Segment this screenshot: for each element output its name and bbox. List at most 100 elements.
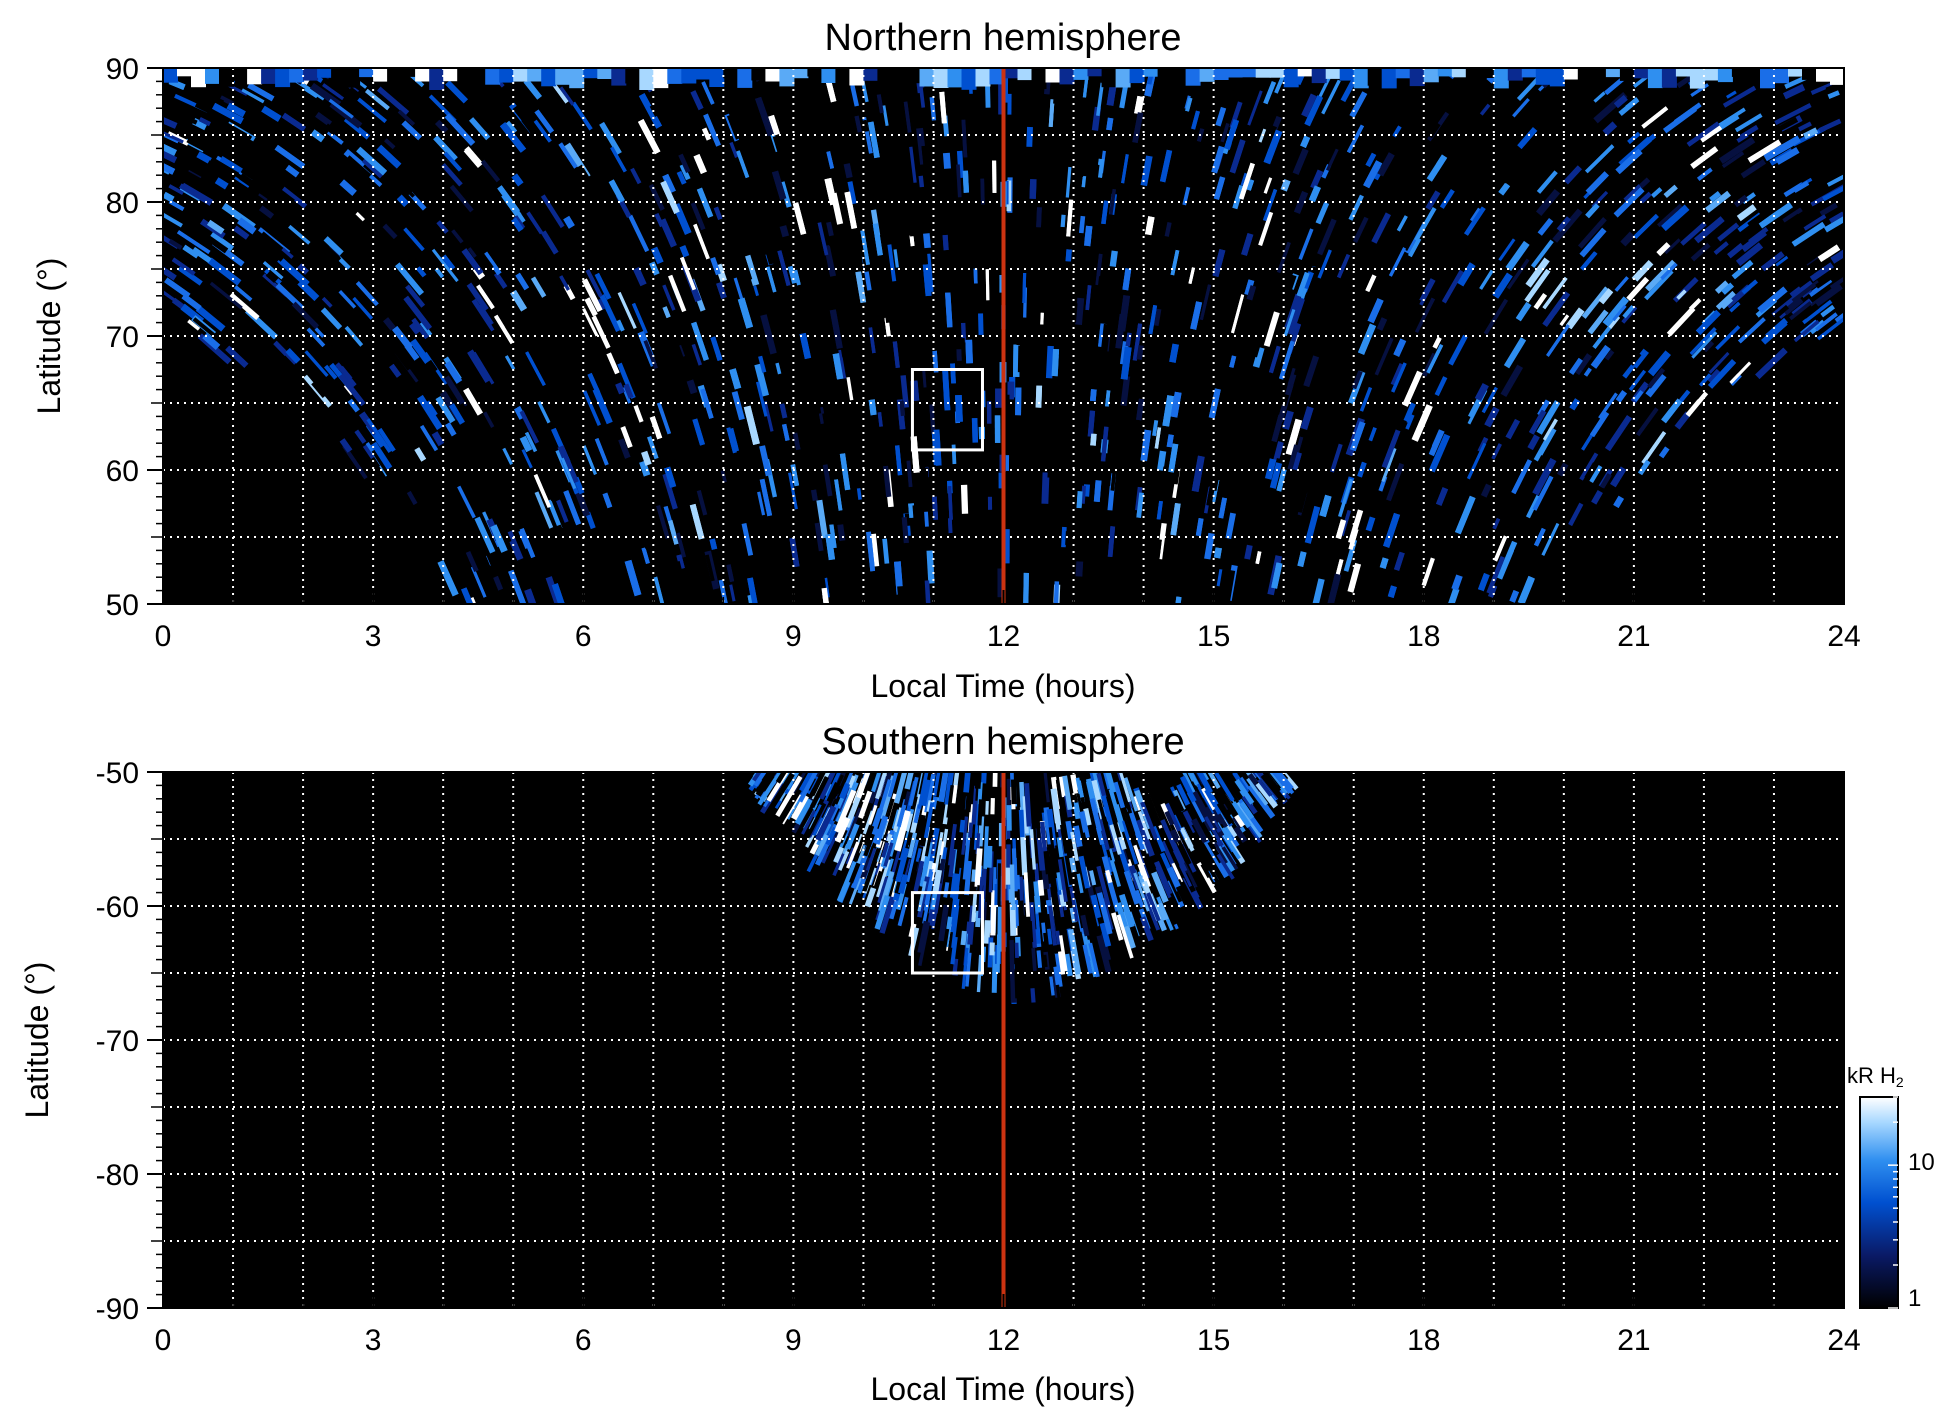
emission-streak bbox=[1006, 805, 1012, 831]
emission-streak bbox=[1166, 866, 1181, 888]
emission-streak bbox=[452, 439, 462, 451]
emission-streak bbox=[1105, 214, 1115, 236]
emission-streak bbox=[1762, 235, 1792, 259]
emission-streak bbox=[519, 435, 533, 453]
emission-streak bbox=[1048, 827, 1056, 862]
emission-streak bbox=[515, 272, 530, 291]
emission-streak bbox=[989, 68, 1005, 85]
emission-streak bbox=[1053, 581, 1060, 604]
emission-streak bbox=[897, 244, 908, 272]
emission-streak bbox=[1100, 838, 1114, 873]
emission-streak bbox=[537, 401, 551, 424]
emission-streak bbox=[584, 297, 598, 317]
emission-streak bbox=[845, 823, 860, 850]
south-axes: 0 3 6 9 12 15 18 21 24-50-60-70-80-90 bbox=[96, 757, 1861, 1357]
colorbar-gradient bbox=[1859, 1096, 1899, 1309]
emission-streak bbox=[356, 88, 375, 105]
emission-streak bbox=[963, 772, 973, 793]
emission-streak bbox=[996, 934, 1001, 973]
emission-streak bbox=[1051, 348, 1060, 377]
emission-streak bbox=[1604, 76, 1626, 95]
emission-streak bbox=[1721, 282, 1734, 295]
emission-streak bbox=[1319, 494, 1332, 518]
emission-streak bbox=[444, 113, 476, 147]
emission-streak bbox=[173, 176, 185, 185]
emission-streak bbox=[1269, 68, 1285, 78]
emission-streak bbox=[1479, 103, 1491, 116]
emission-streak bbox=[1080, 485, 1087, 504]
emission-streak bbox=[709, 538, 718, 550]
emission-streak bbox=[1642, 133, 1657, 146]
emission-streak bbox=[1584, 462, 1596, 479]
emission-streak bbox=[435, 396, 456, 424]
emission-streak bbox=[1118, 780, 1133, 814]
emission-streak bbox=[1263, 81, 1277, 105]
emission-streak bbox=[493, 272, 508, 289]
emission-streak bbox=[1763, 135, 1801, 162]
emission-streak bbox=[835, 68, 851, 89]
emission-streak bbox=[1498, 238, 1516, 262]
emission-streak bbox=[797, 772, 821, 796]
south-ylabel: Latitude (°) bbox=[19, 962, 55, 1119]
emission-streak bbox=[997, 906, 1002, 944]
emission-streak bbox=[1457, 262, 1476, 287]
emission-streak bbox=[445, 422, 457, 437]
emission-streak bbox=[233, 68, 248, 79]
emission-streak bbox=[277, 256, 310, 288]
emission-streak bbox=[497, 185, 520, 214]
x-tick-label: 24 bbox=[1827, 620, 1860, 653]
emission-streak bbox=[822, 464, 833, 497]
emission-streak bbox=[349, 86, 378, 111]
emission-streak bbox=[1717, 222, 1740, 242]
emission-streak bbox=[1255, 781, 1279, 809]
emission-streak bbox=[1569, 373, 1588, 397]
emission-streak bbox=[339, 179, 357, 196]
emission-streak bbox=[429, 68, 445, 90]
emission-streak bbox=[1714, 280, 1729, 294]
emission-streak bbox=[594, 437, 609, 466]
emission-streak bbox=[864, 887, 877, 908]
emission-streak bbox=[533, 474, 552, 508]
emission-streak bbox=[1029, 902, 1037, 948]
emission-streak bbox=[1215, 106, 1227, 127]
emission-streak bbox=[585, 269, 603, 298]
emission-streak bbox=[1372, 241, 1389, 269]
emission-streak bbox=[595, 185, 606, 198]
emission-streak bbox=[1535, 68, 1551, 85]
emission-streak bbox=[177, 68, 192, 77]
emission-streak bbox=[608, 179, 625, 203]
emission-streak bbox=[541, 68, 557, 87]
emission-streak bbox=[1469, 207, 1481, 222]
emission-streak bbox=[1168, 443, 1179, 473]
emission-streak bbox=[798, 772, 820, 803]
emission-streak bbox=[775, 789, 802, 830]
emission-streak bbox=[1115, 902, 1128, 928]
emission-streak bbox=[1177, 772, 1198, 797]
emission-streak bbox=[361, 217, 383, 239]
colorbar: kR H2 10 1 bbox=[1847, 1063, 1935, 1312]
emission-streak bbox=[1132, 323, 1143, 361]
emission-streak bbox=[1614, 276, 1629, 292]
emission-streak bbox=[820, 828, 840, 864]
emission-streak bbox=[187, 319, 201, 331]
emission-streak bbox=[198, 117, 211, 127]
emission-streak bbox=[735, 487, 747, 511]
emission-streak bbox=[951, 784, 958, 804]
emission-streak bbox=[1431, 131, 1450, 155]
emission-streak bbox=[1448, 334, 1468, 366]
emission-streak bbox=[1018, 809, 1025, 838]
emission-streak bbox=[1205, 183, 1215, 203]
emission-streak bbox=[288, 224, 311, 245]
emission-streak bbox=[1348, 509, 1364, 544]
emission-streak bbox=[1383, 512, 1401, 548]
emission-streak bbox=[417, 538, 433, 563]
emission-streak bbox=[405, 284, 426, 308]
emission-streak bbox=[220, 119, 253, 140]
emission-streak bbox=[1501, 189, 1515, 205]
emission-streak bbox=[466, 282, 489, 312]
emission-streak bbox=[1632, 209, 1643, 220]
emission-streak bbox=[1297, 68, 1313, 77]
emission-streak bbox=[803, 482, 815, 515]
emission-streak bbox=[1793, 180, 1810, 193]
emission-streak bbox=[1003, 68, 1019, 79]
